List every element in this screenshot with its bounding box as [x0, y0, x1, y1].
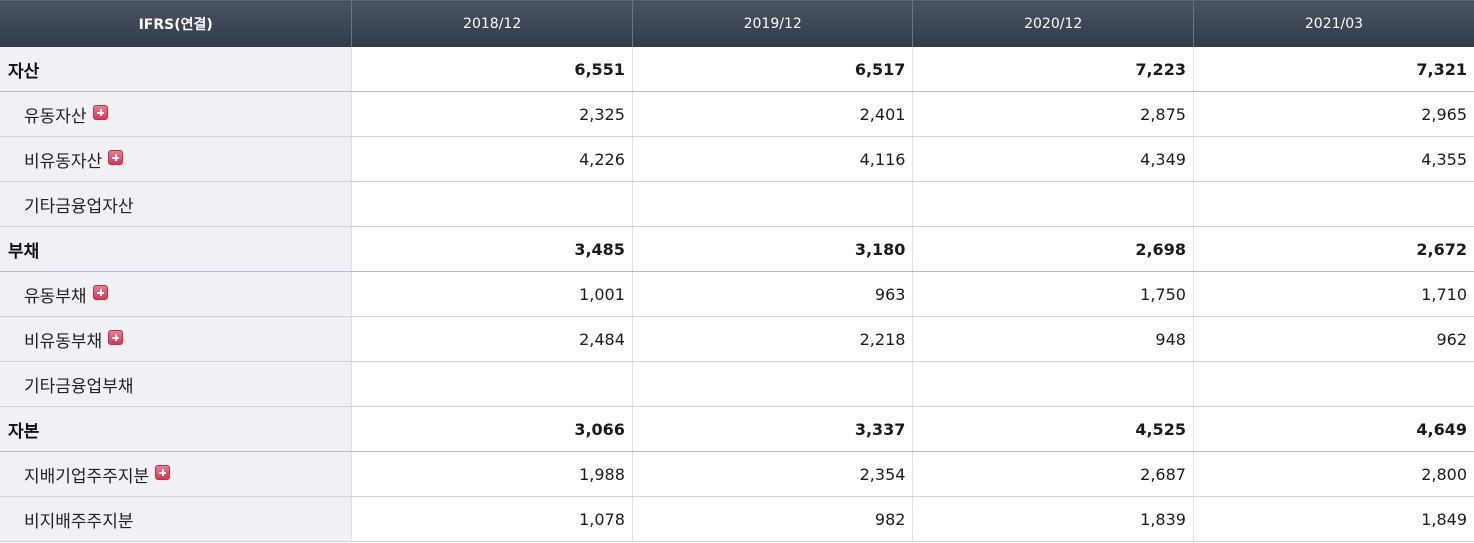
value-cell: 3,066: [351, 406, 633, 452]
row-label-cell: 자산: [0, 47, 352, 92]
plus-square-icon[interactable]: [108, 149, 124, 165]
table-header: IFRS(연결) 2018/12 2019/12 2020/12 2021/03: [0, 0, 1474, 47]
table-row[interactable]: 지배기업주주지분 1,988 2,354 2,687 2,800: [0, 451, 1474, 497]
value-cell: 4,649: [1192, 406, 1474, 452]
table-row: 자산 6,551 6,517 7,223 7,321: [0, 47, 1474, 92]
value-cell: [912, 181, 1194, 227]
row-label: 비지배주주지분: [24, 511, 134, 532]
row-label-cell: 자본: [0, 406, 352, 452]
value-cell: [351, 361, 633, 407]
value-cell: 948: [912, 316, 1194, 362]
row-label-cell: 유동자산: [0, 91, 352, 137]
value-cell: 3,485: [351, 226, 633, 272]
value-cell: 2,325: [351, 91, 633, 137]
value-cell: 1,849: [1192, 496, 1474, 542]
value-cell: [631, 361, 913, 407]
row-label: 기타금융업부채: [24, 376, 134, 397]
row-label: 지배기업주주지분: [24, 466, 150, 487]
value-cell: 4,349: [912, 136, 1194, 182]
value-cell: [631, 181, 913, 227]
plus-square-icon[interactable]: [92, 284, 108, 300]
value-cell: 1,710: [1192, 271, 1474, 317]
row-label: 자산: [8, 61, 40, 82]
row-label: 자본: [8, 421, 40, 442]
value-cell: 6,517: [631, 47, 913, 92]
table-row[interactable]: 유동부채 1,001 963 1,750 1,710: [0, 271, 1474, 317]
row-label: 기타금융업자산: [24, 196, 134, 217]
value-cell: 4,525: [912, 406, 1194, 452]
value-cell: [1192, 361, 1474, 407]
value-cell: 2,354: [631, 451, 913, 497]
header-period-2020-12: 2020/12: [912, 0, 1194, 47]
value-cell: 3,337: [631, 406, 913, 452]
value-cell: 4,116: [631, 136, 913, 182]
header-period-2018-12: 2018/12: [351, 0, 633, 47]
row-label: 부채: [8, 241, 40, 262]
row-label-cell: 비유동부채: [0, 316, 352, 362]
value-cell: 1,750: [912, 271, 1194, 317]
header-row: IFRS(연결) 2018/12 2019/12 2020/12 2021/03: [0, 0, 1474, 47]
value-cell: 2,800: [1192, 451, 1474, 497]
table-row: 자본 3,066 3,337 4,525 4,649: [0, 406, 1474, 452]
row-label: 유동자산: [24, 106, 87, 127]
row-label: 유동부채: [24, 286, 87, 307]
value-cell: 3,180: [631, 226, 913, 272]
value-cell: [1192, 181, 1474, 227]
table-row[interactable]: 비유동자산 4,226 4,116 4,349 4,355: [0, 136, 1474, 182]
table-row: 기타금융업부채: [0, 361, 1474, 407]
table-row: 부채 3,485 3,180 2,698 2,672: [0, 226, 1474, 272]
value-cell: 4,226: [351, 136, 633, 182]
table-row: 비지배주주지분 1,078 982 1,839 1,849: [0, 496, 1474, 542]
row-label-cell: 유동부채: [0, 271, 352, 317]
table-row: 기타금융업자산: [0, 181, 1474, 227]
header-period-2021-03: 2021/03: [1192, 0, 1474, 47]
row-label-cell: 기타금융업부채: [0, 361, 352, 407]
header-period-2019-12: 2019/12: [631, 0, 913, 47]
row-label-cell: 부채: [0, 226, 352, 272]
value-cell: 1,078: [351, 496, 633, 542]
plus-square-icon[interactable]: [92, 104, 108, 120]
table-body: 자산 6,551 6,517 7,223 7,321 유동자산 2,325 2,401 2,87…: [0, 47, 1474, 542]
header-corner-label: IFRS(연결): [0, 0, 352, 47]
table-row[interactable]: 유동자산 2,325 2,401 2,875 2,965: [0, 91, 1474, 137]
value-cell: 6,551: [351, 47, 633, 92]
plus-square-icon[interactable]: [155, 464, 171, 480]
value-cell: 963: [631, 271, 913, 317]
value-cell: 7,223: [912, 47, 1194, 92]
row-label: 비유동자산: [24, 151, 103, 172]
value-cell: 962: [1192, 316, 1474, 362]
value-cell: 982: [631, 496, 913, 542]
plus-square-icon[interactable]: [108, 329, 124, 345]
value-cell: 1,839: [912, 496, 1194, 542]
row-label: 비유동부채: [24, 331, 103, 352]
row-label-cell: 기타금융업자산: [0, 181, 352, 227]
value-cell: [351, 181, 633, 227]
value-cell: 7,321: [1192, 47, 1474, 92]
value-cell: 2,218: [631, 316, 913, 362]
row-label-cell: 비유동자산: [0, 136, 352, 182]
value-cell: 1,988: [351, 451, 633, 497]
value-cell: 2,401: [631, 91, 913, 137]
value-cell: 2,484: [351, 316, 633, 362]
value-cell: 2,698: [912, 226, 1194, 272]
value-cell: 1,001: [351, 271, 633, 317]
value-cell: 2,965: [1192, 91, 1474, 137]
value-cell: 2,875: [912, 91, 1194, 137]
value-cell: 2,687: [912, 451, 1194, 497]
value-cell: [912, 361, 1194, 407]
row-label-cell: 지배기업주주지분: [0, 451, 352, 497]
row-label-cell: 비지배주주지분: [0, 496, 352, 542]
value-cell: 2,672: [1192, 226, 1474, 272]
table-row[interactable]: 비유동부채 2,484 2,218 948 962: [0, 316, 1474, 362]
value-cell: 4,355: [1192, 136, 1474, 182]
